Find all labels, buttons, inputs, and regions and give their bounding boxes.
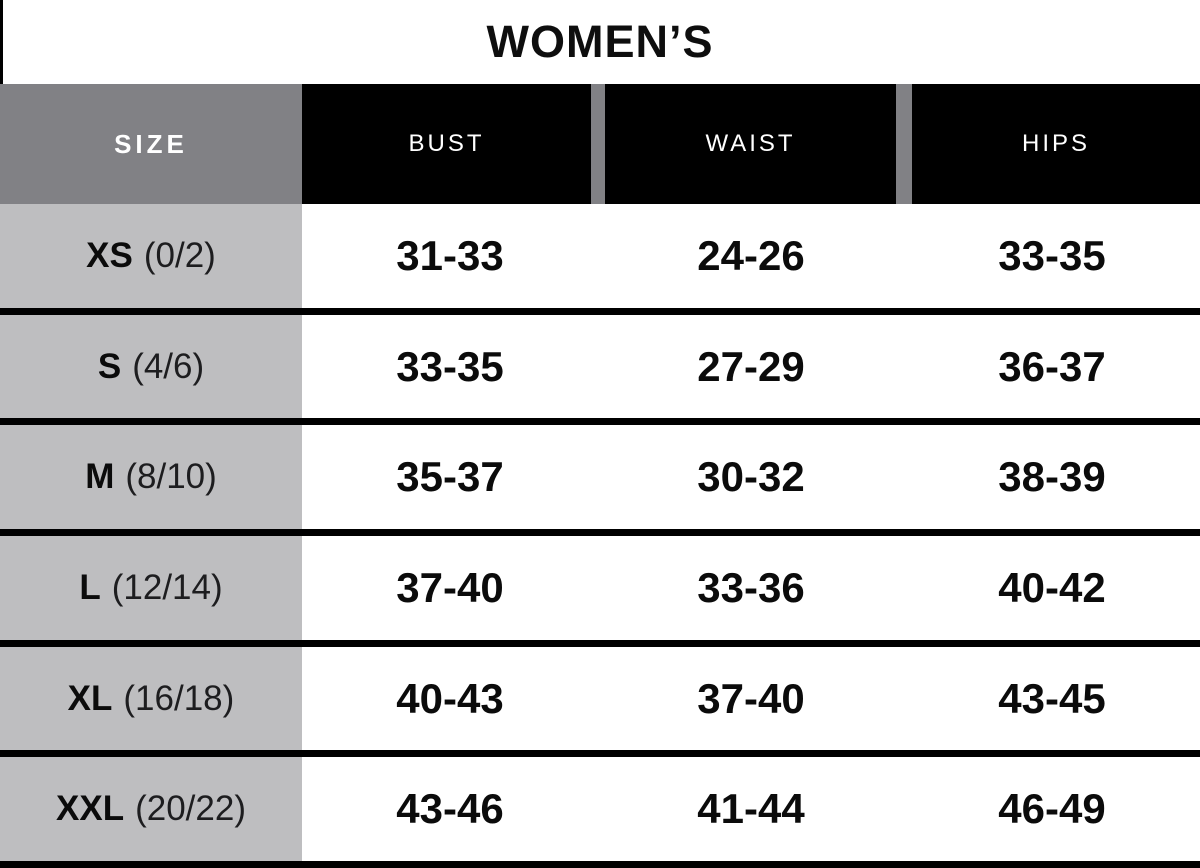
table-row-l: L (12/14) 37-40 33-36 40-42 (0, 536, 1200, 647)
left-edge-line (0, 0, 3, 84)
size-label-cell: M (8/10) (0, 425, 302, 530)
column-header-bust: BUST (302, 84, 591, 204)
hips-value: 36-37 (998, 342, 1106, 390)
size-detail: (4/6) (132, 346, 205, 386)
size-label-cell: XL (16/18) (0, 646, 302, 751)
waist-value: 41-44 (697, 785, 805, 833)
hips-value: 33-35 (998, 231, 1106, 279)
waist-value: 37-40 (697, 674, 805, 722)
size-detail: (20/22) (135, 789, 246, 829)
bust-value: 40-43 (396, 674, 504, 722)
size-abbr: XL (67, 678, 113, 718)
table-row-m: M (8/10) 35-37 30-32 38-39 (0, 425, 1200, 537)
title-band: WOMEN’S (0, 0, 1200, 84)
waist-value: 27-29 (697, 342, 805, 390)
waist-value: 30-32 (697, 453, 805, 501)
size-abbr: XXL (56, 789, 125, 829)
table-row-s: S (4/6) 33-35 27-29 36-37 (0, 314, 1200, 426)
size-abbr: S (97, 346, 122, 386)
table-row-xs: XS (0/2) 31-33 24-26 33-35 (0, 204, 1200, 315)
size-detail: (0/2) (143, 235, 216, 275)
hips-value: 40-42 (998, 563, 1106, 611)
waist-value: 24-26 (697, 231, 805, 279)
waist-value: 33-36 (697, 563, 805, 611)
hips-value: 46-49 (998, 785, 1106, 833)
size-abbr: XS (86, 235, 133, 275)
size-label-cell: XXL (20/22) (0, 757, 302, 862)
table-body: XS (0/2) 31-33 24-26 33-35 S (4/6) 33-35… (0, 204, 1200, 868)
size-detail: (8/10) (125, 457, 217, 497)
table-row-xl: XL (16/18) 40-43 37-40 43-45 (0, 646, 1200, 758)
bust-value: 37-40 (396, 563, 504, 611)
column-header-waist: WAIST (605, 84, 896, 204)
bust-value: 35-37 (396, 453, 504, 501)
column-header-hips: HIPS (912, 84, 1200, 204)
size-label-cell: L (12/14) (0, 536, 302, 640)
bust-value: 43-46 (396, 785, 504, 833)
table-header-row: SIZE BUST WAIST HIPS (0, 84, 1200, 204)
hips-value: 38-39 (998, 453, 1106, 501)
table-row-xxl: XXL (20/22) 43-46 41-44 46-49 (0, 757, 1200, 868)
page-title: WOMEN’S (486, 16, 714, 67)
size-detail: (16/18) (123, 678, 235, 718)
hips-value: 43-45 (998, 674, 1106, 722)
size-abbr: M (85, 457, 115, 497)
size-label-cell: XS (0/2) (0, 204, 302, 308)
size-detail: (12/14) (111, 567, 223, 607)
bust-value: 33-35 (396, 342, 504, 390)
column-header-size: SIZE (114, 128, 188, 159)
size-abbr: L (79, 567, 101, 607)
bust-value: 31-33 (396, 231, 504, 279)
size-label-cell: S (4/6) (0, 314, 302, 419)
